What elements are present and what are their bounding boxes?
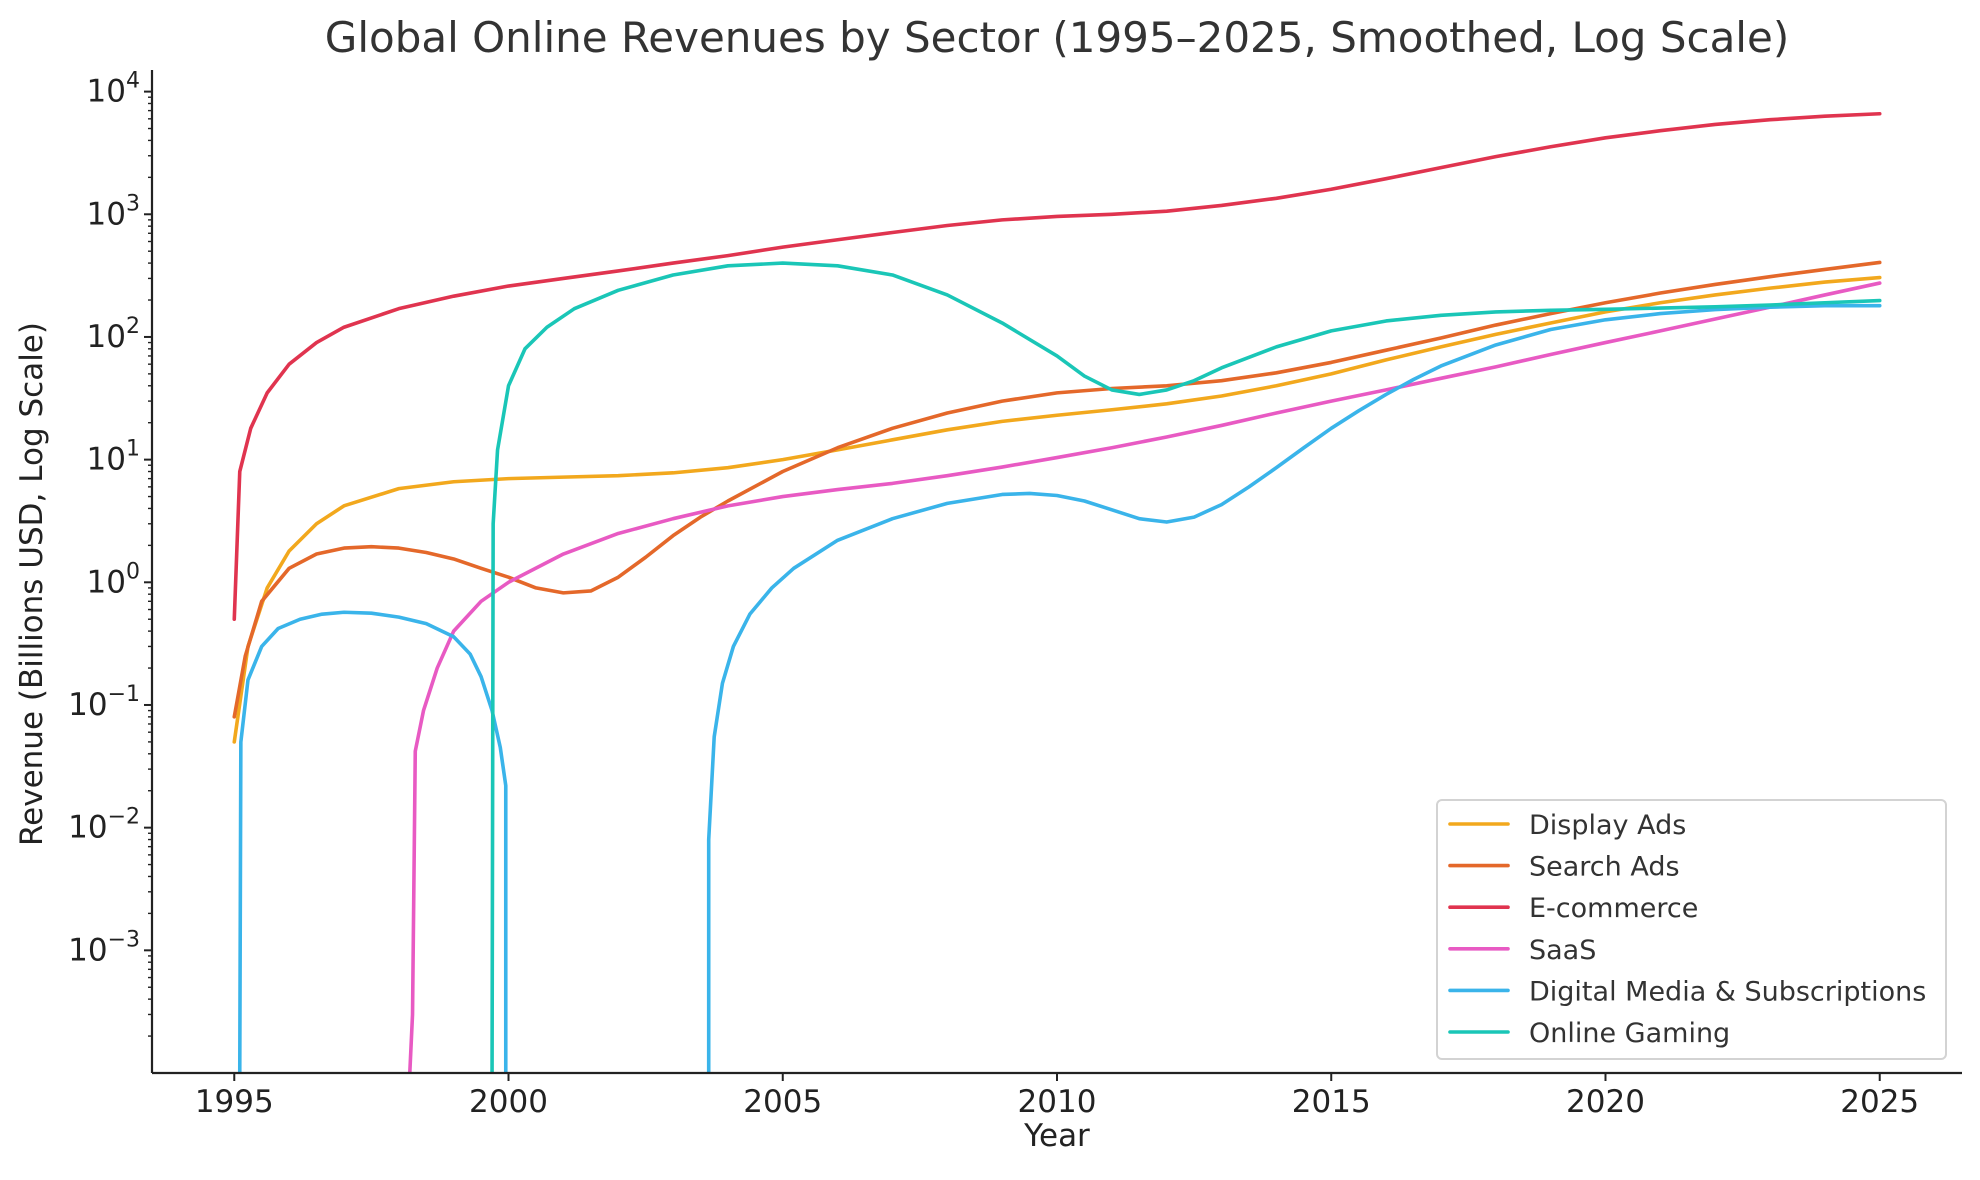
y-tick-label-base: 10 (87, 319, 126, 355)
chart-title: Global Online Revenues by Sector (1995–2… (325, 13, 1789, 62)
legend-item-3: SaaS (1448, 935, 1596, 966)
y-tick-label-7: 104 (87, 69, 140, 110)
series-e-commerce (232, 111, 1882, 622)
y-tick-label-exponent: 2 (126, 314, 140, 339)
y-tick-label-base: 10 (87, 564, 126, 600)
y-tick-label-exponent: −1 (108, 682, 140, 707)
y-tick-label-2: 10−1 (68, 682, 140, 723)
series-line-3-0 (407, 281, 1882, 1073)
y-tick-label-base: 10 (68, 932, 107, 968)
series-saas (407, 281, 1882, 1073)
x-tick-label-2015: 2015 (1292, 1084, 1371, 1120)
y-tick-label-exponent: 1 (126, 437, 140, 462)
series-line-4-1 (706, 303, 1882, 1073)
x-tick-label-2005: 2005 (743, 1084, 822, 1120)
legend-item-4: Digital Media & Subscriptions (1448, 976, 1926, 1007)
y-tick-label-base: 10 (87, 442, 126, 478)
y-tick-label-exponent: 3 (126, 191, 140, 216)
y-tick-label-exponent: 4 (126, 69, 140, 94)
series-search-ads (232, 260, 1882, 719)
y-tick-label-base: 10 (87, 74, 126, 110)
legend-item-1: Search Ads (1448, 852, 1680, 883)
y-tick-label-exponent: 0 (126, 559, 140, 584)
x-axis-ticks: 1995 2000 2005 2010 2015 2020 2025 (195, 1073, 1919, 1120)
y-tick-label-base: 10 (68, 810, 107, 846)
series-line-4-0 (237, 610, 508, 1073)
y-tick-label-5: 102 (87, 314, 140, 355)
legend-items: Display Ads Search Ads E-commerce SaaS Digit… (1448, 810, 1926, 1049)
y-tick-label-base: 10 (68, 687, 107, 723)
y-tick-label-base: 10 (87, 196, 126, 232)
y-tick-label-1: 10−2 (68, 805, 140, 846)
legend-label-0: Display Ads (1529, 810, 1686, 841)
y-axis-label: Revenue (Billions USD, Log Scale) (14, 322, 50, 846)
y-tick-label-4: 101 (87, 437, 140, 478)
series-line-5-0 (490, 261, 1882, 1073)
x-axis-label: Year (1023, 1118, 1090, 1154)
legend-label-1: Search Ads (1529, 852, 1680, 883)
y-tick-label-6: 103 (87, 191, 140, 232)
series-line-0-0 (232, 275, 1882, 744)
x-tick-label-2010: 2010 (1018, 1084, 1097, 1120)
x-tick-label-1995: 1995 (195, 1084, 274, 1120)
series-line-1-0 (232, 260, 1882, 719)
series-line-2-0 (232, 111, 1882, 622)
y-tick-label-exponent: −2 (108, 805, 140, 830)
legend-item-2: E-commerce (1448, 893, 1698, 924)
x-tick-label-2020: 2020 (1566, 1084, 1645, 1120)
legend-box (1436, 799, 1947, 1060)
legend-item-0: Display Ads (1448, 810, 1686, 841)
series-display-ads (232, 275, 1882, 744)
legend-label-4: Digital Media & Subscriptions (1529, 976, 1926, 1007)
x-tick-label-2000: 2000 (469, 1084, 548, 1120)
legend-item-5: Online Gaming (1448, 1018, 1730, 1049)
series-layer (232, 111, 1882, 1073)
y-tick-label-exponent: −3 (108, 927, 140, 952)
y-tick-label-3: 100 (87, 559, 140, 600)
legend-label-2: E-commerce (1529, 893, 1698, 924)
series-online-gaming (490, 261, 1882, 1073)
legend-label-5: Online Gaming (1529, 1018, 1730, 1049)
legend-label-3: SaaS (1529, 935, 1596, 966)
legend: Display Ads Search Ads E-commerce SaaS Digit… (1436, 799, 1947, 1060)
x-tick-label-2025: 2025 (1840, 1084, 1919, 1120)
y-tick-label-0: 10−3 (68, 927, 140, 968)
